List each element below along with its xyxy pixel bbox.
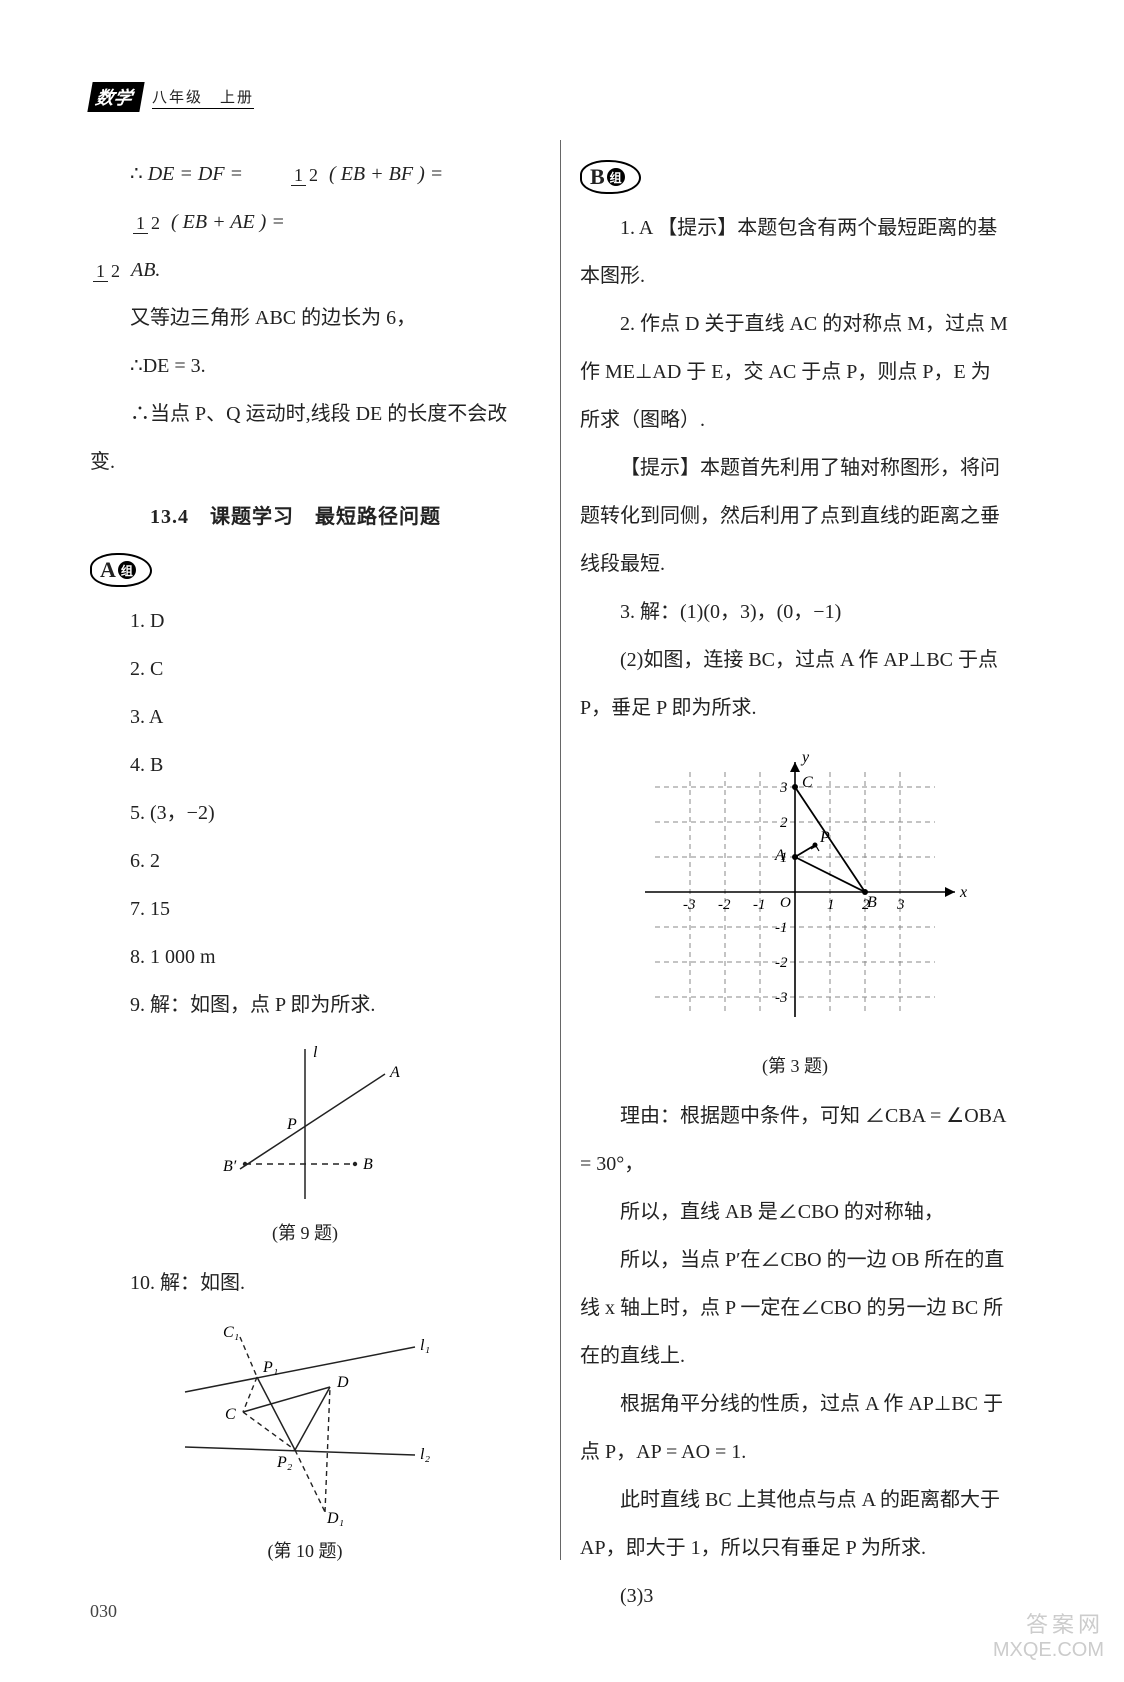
fig3-xlabel: x xyxy=(959,884,967,901)
svg-text:-2: -2 xyxy=(718,897,731,913)
therefore-symbol: ∴ xyxy=(130,163,143,185)
text-line-1: 又等边三角形 ABC 的边长为 6， xyxy=(90,294,520,342)
b-answer-2: 2. 作点 D 关于直线 AC 的对称点 M，过点 M 作 ME⊥AD 于 E，… xyxy=(580,300,1010,444)
subject-badge: 数学 xyxy=(87,82,144,112)
group-b-sub: 组 xyxy=(607,168,625,186)
b-answer-2-hint: 【提示】本题首先利用了轴对称图形，将问题转化到同侧，然后利用了点到直线的距离之垂… xyxy=(580,444,1010,588)
fig10-label-D: D xyxy=(336,1374,349,1391)
fig3-ylabel: y xyxy=(800,749,810,766)
half-frac-2: 12 xyxy=(93,214,163,232)
eq1-b: ( EB + BF ) = xyxy=(329,163,443,185)
answer-10: 10. 解：如图. xyxy=(90,1259,520,1307)
svg-text:-3: -3 xyxy=(683,897,696,913)
b-answer-3a: 3. 解：(1)(0，3)，(0，−1) xyxy=(580,588,1010,636)
equation-line-1: ∴ DE = DF = 12 ( EB + BF ) = 12 ( EB + A… xyxy=(90,150,520,246)
group-b-badge: B 组 xyxy=(580,160,641,194)
figure-9-caption: (第 9 题) xyxy=(90,1219,520,1245)
fig10-label-P1: P₁ xyxy=(262,1359,278,1376)
watermark-cn: 答案网 xyxy=(993,1612,1104,1638)
group-a-badge: A 组 xyxy=(90,553,152,587)
fig3-label-O: O xyxy=(780,895,791,911)
fig10-label-l2: l₂ xyxy=(420,1446,430,1463)
svg-text:-1: -1 xyxy=(775,920,788,936)
answer-9: 9. 解：如图，点 P 即为所求. xyxy=(90,981,520,1029)
eq1-a: DE = DF = xyxy=(148,163,243,185)
svg-text:-3: -3 xyxy=(775,990,788,1006)
answer-3: 3. A xyxy=(90,693,520,741)
fig9-label-A: A xyxy=(389,1064,400,1081)
svg-text:-2: -2 xyxy=(775,955,788,971)
svg-text:-1: -1 xyxy=(753,897,766,913)
b-answer-3c: 理由：根据题中条件，可知 ∠CBA = ∠OBA = 30°， xyxy=(580,1092,1010,1188)
fig10-label-C1: C₁ xyxy=(223,1324,239,1341)
fig9-label-B: B xyxy=(363,1156,373,1173)
fig10-label-C: C xyxy=(225,1406,236,1423)
answer-6: 6. 2 xyxy=(90,837,520,885)
figure-3: -3-2-1 123 123 -1-2-3 O x y A B C P xyxy=(615,742,975,1042)
svg-text:1: 1 xyxy=(827,897,835,913)
b-answer-3b: (2)如图，连接 BC，过点 A 作 AP⊥BC 于点 P，垂足 P 即为所求. xyxy=(580,636,1010,732)
svg-text:2: 2 xyxy=(780,815,788,831)
watermark: 答案网 MXQE.COM xyxy=(993,1612,1104,1662)
b-answer-3f: 根据角平分线的性质，过点 A 作 AP⊥BC 于点 P，AP = AO = 1. xyxy=(580,1380,1010,1476)
group-a-letter: A xyxy=(100,557,116,583)
fig9-label-P: P xyxy=(286,1116,297,1133)
svg-text:3: 3 xyxy=(779,780,788,796)
equation-line-2: 12 AB. xyxy=(90,246,520,294)
page-header: 数学 八年级 上册 xyxy=(90,82,254,112)
b-answer-3d: 所以，直线 AB 是∠CBO 的对称轴， xyxy=(580,1188,1010,1236)
answer-5: 5. (3，−2) xyxy=(90,789,520,837)
right-column: B 组 1. A 【提示】本题包含有两个最短距离的基本图形. 2. 作点 D 关… xyxy=(580,150,1010,1620)
fig9-label-Bp: B′ xyxy=(223,1158,237,1175)
grade-label: 八年级 上册 xyxy=(152,86,254,109)
text-line-3: ∴当点 P、Q 运动时,线段 DE 的长度不会改变. xyxy=(90,390,520,486)
fig9-label-l: l xyxy=(313,1044,318,1061)
answer-4: 4. B xyxy=(90,741,520,789)
b-answer-3e: 所以，当点 P′在∠CBO 的一边 OB 所在的直线 x 轴上时，点 P 一定在… xyxy=(580,1236,1010,1380)
fig10-label-l1: l₁ xyxy=(420,1337,430,1354)
left-column: ∴ DE = DF = 12 ( EB + BF ) = 12 ( EB + A… xyxy=(90,150,520,1577)
answer-7: 7. 15 xyxy=(90,885,520,933)
fig10-label-P2: P₂ xyxy=(276,1454,293,1471)
fig3-label-A: A xyxy=(774,847,785,864)
answer-1: 1. D xyxy=(90,597,520,645)
figure-3-caption: (第 3 题) xyxy=(580,1052,1010,1078)
watermark-en: MXQE.COM xyxy=(993,1638,1104,1662)
eq2-ab: AB. xyxy=(131,259,160,281)
fig10-label-D1: D₁ xyxy=(326,1510,344,1527)
section-title: 13.4 课题学习 最短路径问题 xyxy=(90,500,520,529)
page-number: 030 xyxy=(90,1601,117,1622)
answer-8: 8. 1 000 m xyxy=(90,933,520,981)
figure-10: l₁ l₂ C₁ P₁ C D P₂ D₁ xyxy=(165,1317,445,1527)
figure-9: l A P B B′ xyxy=(195,1039,415,1209)
half-frac-1: 12 xyxy=(251,166,321,184)
b-answer-3h: (3)3 xyxy=(580,1572,1010,1620)
b-answer-3g: 此时直线 BC 上其他点与点 A 的距离都大于 AP，即大于 1，所以只有垂足 … xyxy=(580,1476,1010,1572)
eq1-c: ( EB + AE ) = xyxy=(171,211,285,233)
figure-10-caption: (第 10 题) xyxy=(90,1537,520,1563)
svg-text:3: 3 xyxy=(896,897,905,913)
answer-2: 2. C xyxy=(90,645,520,693)
b-answer-1: 1. A 【提示】本题包含有两个最短距离的基本图形. xyxy=(580,204,1010,300)
column-divider xyxy=(560,140,561,1560)
fig3-label-C: C xyxy=(802,774,813,791)
fig3-label-P: P xyxy=(819,829,830,846)
half-frac-3: 12 xyxy=(93,262,123,280)
fig3-label-B: B xyxy=(867,894,877,911)
text-line-2: ∴DE = 3. xyxy=(90,342,520,390)
group-a-sub: 组 xyxy=(118,561,136,579)
group-b-letter: B xyxy=(590,164,605,190)
